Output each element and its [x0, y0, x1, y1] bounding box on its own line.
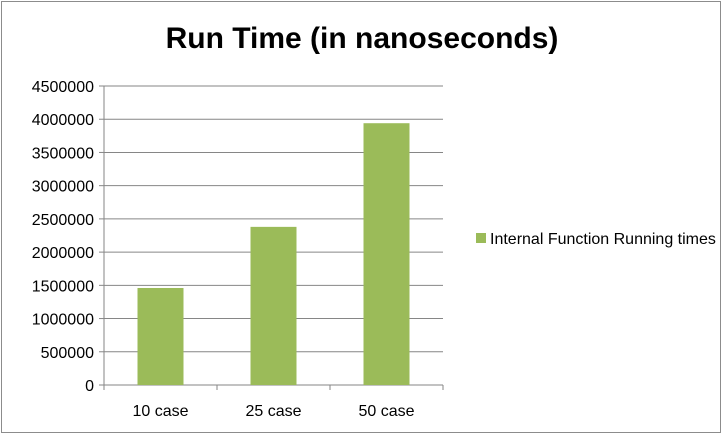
bar — [363, 123, 410, 385]
legend-label: Internal Function Running times — [490, 231, 716, 248]
legend: Internal Function Running times — [476, 228, 716, 252]
x-tick-label: 10 case — [132, 403, 188, 420]
bar — [137, 287, 184, 385]
bar — [250, 226, 297, 385]
y-tick-label: 1500000 — [32, 278, 94, 295]
y-tick-label: 2500000 — [32, 212, 94, 229]
y-tick-label: 4500000 — [32, 79, 94, 96]
y-tick-label: 500000 — [41, 345, 94, 362]
y-tick-label: 2000000 — [32, 245, 94, 262]
chart-title: Run Time (in nanoseconds) — [165, 22, 559, 55]
y-tick-label: 0 — [85, 378, 94, 395]
y-tick-label: 4000000 — [32, 112, 94, 129]
y-tick-label: 3000000 — [32, 179, 94, 196]
x-tick-label: 25 case — [245, 403, 301, 420]
legend-swatch — [476, 233, 486, 243]
x-tick-label: 50 case — [358, 403, 414, 420]
y-tick-label: 3500000 — [32, 145, 94, 162]
y-tick-label: 1000000 — [32, 312, 94, 329]
